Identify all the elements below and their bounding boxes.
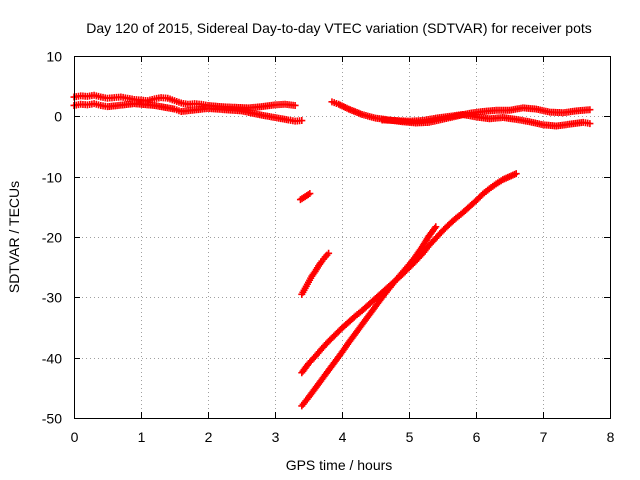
data-point — [431, 224, 439, 232]
y-axis: -50 -40 -30 -20 -10 0 10 — [42, 49, 610, 427]
data-point — [306, 190, 314, 198]
x-tick-label: 5 — [406, 429, 414, 445]
series-4 — [378, 111, 594, 130]
data-point — [298, 117, 306, 125]
x-tick-label: 2 — [205, 429, 213, 445]
data-points — [70, 91, 594, 410]
series-6 — [298, 249, 333, 298]
x-tick-label: 3 — [272, 429, 280, 445]
data-point — [586, 120, 594, 128]
data-point — [291, 101, 299, 109]
x-tick-label: 4 — [339, 429, 347, 445]
y-tick-label: -20 — [42, 230, 62, 246]
series-5 — [296, 190, 314, 204]
x-axis: 0 1 2 3 4 5 6 7 8 — [71, 56, 615, 445]
series-8 — [298, 223, 440, 410]
y-tick-label: -50 — [42, 411, 62, 427]
x-tick-label: 6 — [473, 429, 481, 445]
x-axis-label: GPS time / hours — [286, 457, 393, 473]
y-axis-label: SDTVAR / TECUs — [6, 181, 22, 293]
series-2 — [70, 100, 306, 125]
x-tick-label: 0 — [71, 429, 79, 445]
x-tick-label: 8 — [607, 429, 615, 445]
plot-frame — [74, 56, 611, 419]
chart-title: Day 120 of 2015, Sidereal Day-to-day VTE… — [86, 20, 592, 36]
data-point — [325, 249, 333, 257]
y-tick-label: 10 — [46, 49, 62, 65]
x-tick-label: 1 — [138, 429, 146, 445]
gridlines — [74, 56, 610, 418]
y-tick-label: -40 — [42, 351, 62, 367]
y-tick-label: 0 — [54, 109, 62, 125]
series-3 — [328, 98, 594, 127]
data-point — [586, 106, 594, 114]
series-7 — [298, 170, 520, 377]
data-point — [432, 223, 440, 231]
y-tick-label: -30 — [42, 290, 62, 306]
x-tick-label: 7 — [540, 429, 548, 445]
data-point — [512, 170, 520, 178]
y-tick-label: -10 — [42, 170, 62, 186]
